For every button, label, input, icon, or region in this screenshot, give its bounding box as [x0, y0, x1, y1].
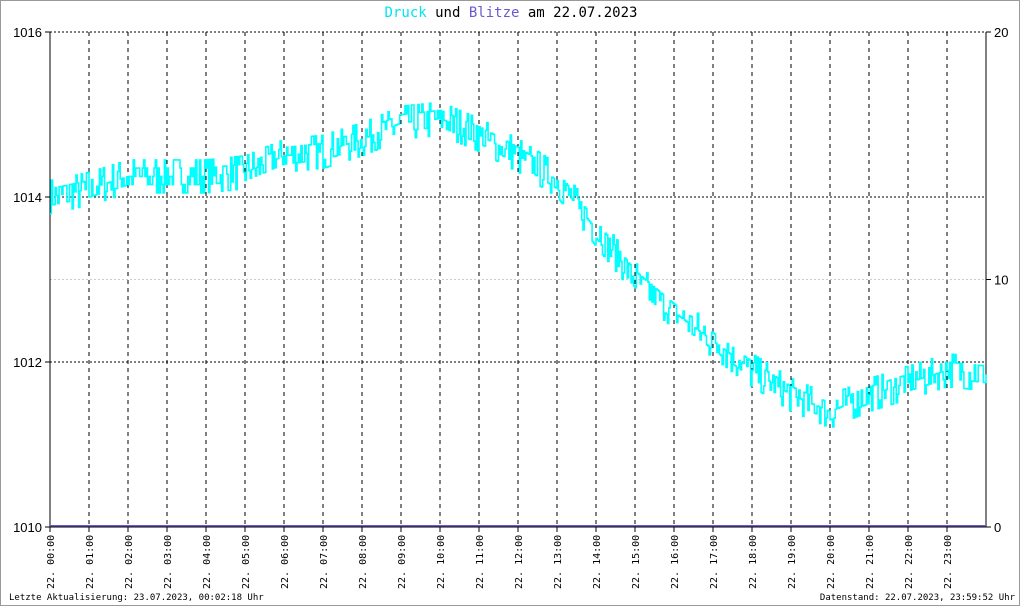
chart-title: Druck und Blitze am 22.07.2023: [1, 5, 1020, 21]
y-tick-label-left: 1012: [13, 355, 42, 370]
x-tick-label: 22. 12:00: [514, 535, 525, 589]
x-tick-label: 22. 07:00: [319, 535, 330, 589]
x-tick-label: 22. 18:00: [748, 535, 759, 589]
x-tick-label: 22. 19:00: [787, 535, 798, 589]
y-tick-label-right: 0: [994, 520, 1001, 535]
x-tick-label: 22. 22:00: [904, 535, 915, 589]
x-tick-label: 22. 08:00: [358, 535, 369, 589]
title-date: am 22.07.2023: [527, 5, 638, 21]
x-tick-label: 22. 04:00: [202, 535, 213, 589]
x-tick-label: 22. 16:00: [670, 535, 681, 589]
x-tick-label: 22. 14:00: [592, 535, 603, 589]
x-tick-label: 22. 02:00: [124, 535, 135, 589]
title-druck: Druck: [384, 5, 427, 21]
title-und: und: [435, 5, 461, 21]
title-blitze: Blitze: [468, 5, 520, 21]
y-tick-label-left: 1010: [13, 520, 42, 535]
x-tick-label: 22. 13:00: [553, 535, 564, 589]
x-tick-label: 22. 23:00: [943, 535, 954, 589]
x-tick-label: 22. 20:00: [826, 535, 837, 589]
y-tick-label-right: 10: [994, 273, 1008, 288]
x-tick-label: 22. 06:00: [280, 535, 291, 589]
x-tick-label: 22. 00:00: [46, 535, 57, 589]
y-tick-label-right: 20: [994, 25, 1008, 40]
x-tick-label: 22. 09:00: [397, 535, 408, 589]
x-tick-label: 22. 15:00: [631, 535, 642, 589]
x-tick-label: 22. 17:00: [709, 535, 720, 589]
x-tick-label: 22. 05:00: [241, 535, 252, 589]
x-tick-label: 22. 21:00: [865, 535, 876, 589]
x-tick-label: 22. 03:00: [163, 535, 174, 589]
y-tick-label-left: 1014: [13, 190, 42, 205]
y-tick-label-left: 1016: [13, 25, 42, 40]
x-tick-label: 22. 11:00: [475, 535, 486, 589]
x-tick-label: 22. 10:00: [436, 535, 447, 589]
footer-last-update: Letzte Aktualisierung: 23.07.2023, 00:02…: [9, 593, 264, 603]
x-tick-label: 22. 01:00: [85, 535, 96, 589]
footer-data-status: Datenstand: 22.07.2023, 23:59:52 Uhr: [819, 593, 1015, 603]
pressure-line: [50, 102, 987, 428]
